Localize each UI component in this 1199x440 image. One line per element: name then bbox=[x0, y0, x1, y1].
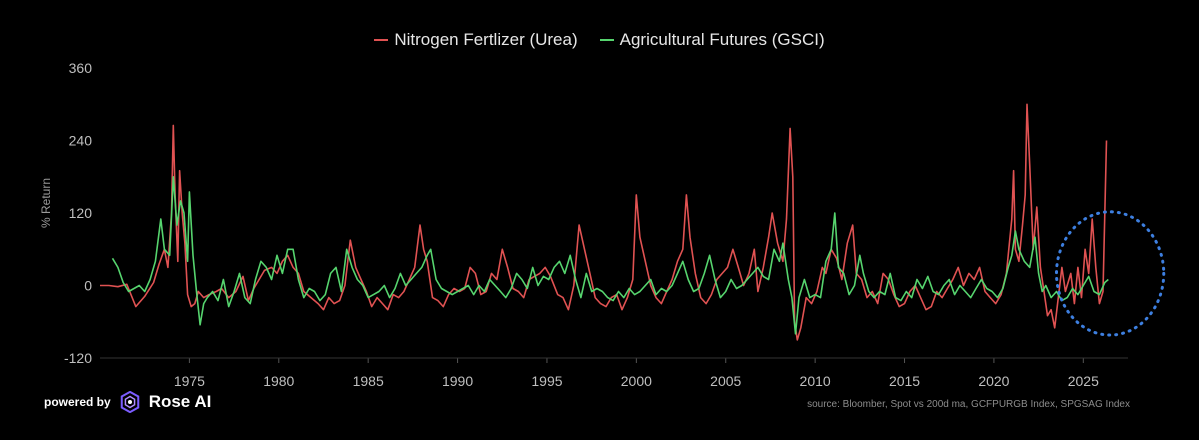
y-axis: -120 0 120 240 360 bbox=[64, 60, 92, 366]
y-tick-label: 360 bbox=[69, 60, 93, 76]
legend: Nitrogen Fertlizer (Urea) Agricultural F… bbox=[0, 30, 1199, 50]
legend-swatch-gsci bbox=[599, 39, 614, 41]
brand-name: Rose AI bbox=[148, 392, 212, 411]
y-axis-title: % Return bbox=[39, 178, 53, 228]
x-tick-label: 1975 bbox=[174, 373, 205, 389]
y-tick-label: -120 bbox=[64, 350, 92, 366]
x-tick-label: 1980 bbox=[263, 373, 294, 389]
x-tick-label: 2005 bbox=[710, 373, 741, 389]
series-layer bbox=[100, 103, 1109, 341]
y-tick-label: 120 bbox=[69, 205, 93, 221]
legend-item-gsci[interactable]: Agricultural Futures (GSCI) bbox=[599, 30, 825, 50]
x-tick-label: 1985 bbox=[353, 373, 384, 389]
y-tick-label: 0 bbox=[84, 278, 92, 294]
x-tick-label: 2025 bbox=[1068, 373, 1099, 389]
x-axis: 1975 1980 1985 1990 1995 2000 2005 2010 2015 2020… bbox=[174, 358, 1099, 389]
legend-swatch-urea bbox=[374, 39, 389, 41]
x-tick-label: 2000 bbox=[621, 373, 652, 389]
series-line-gsci bbox=[111, 176, 1109, 335]
legend-label-urea: Nitrogen Fertlizer (Urea) bbox=[394, 30, 578, 49]
legend-label-gsci: Agricultural Futures (GSCI) bbox=[619, 30, 825, 49]
powered-by-label: powered by bbox=[44, 395, 111, 409]
source-note: source: Bloomber, Spot vs 200d ma, GCFPU… bbox=[807, 399, 1130, 410]
x-tick-label: 2010 bbox=[800, 373, 831, 389]
x-tick-label: 1995 bbox=[531, 373, 562, 389]
annotation-ellipse bbox=[1054, 210, 1166, 337]
rose-ai-logo-icon bbox=[120, 391, 139, 413]
legend-item-urea[interactable]: Nitrogen Fertlizer (Urea) bbox=[374, 30, 578, 50]
x-tick-label: 2020 bbox=[978, 373, 1009, 389]
y-tick-label: 240 bbox=[69, 133, 93, 149]
branding: powered by Rose AI bbox=[44, 391, 211, 413]
series-line-urea bbox=[100, 103, 1108, 341]
x-tick-label: 2015 bbox=[889, 373, 920, 389]
x-tick-label: 1990 bbox=[442, 373, 473, 389]
